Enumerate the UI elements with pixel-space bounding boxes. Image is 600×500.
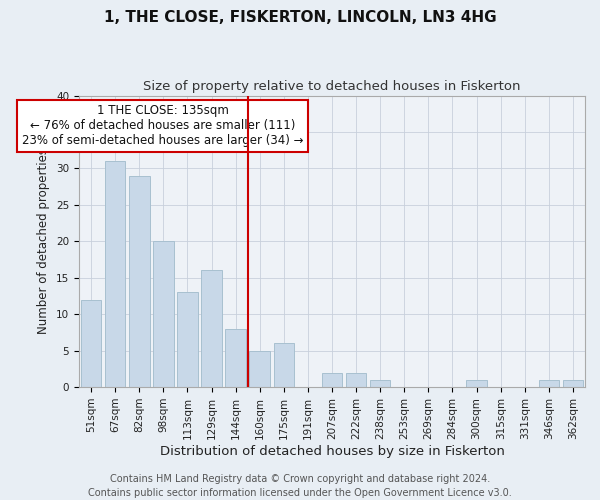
Bar [226,329,246,387]
Bar [274,344,294,387]
Bar [322,372,342,387]
Bar [177,292,197,387]
Y-axis label: Number of detached properties: Number of detached properties [37,148,50,334]
Text: 1 THE CLOSE: 135sqm
← 76% of detached houses are smaller (111)
23% of semi-detac: 1 THE CLOSE: 135sqm ← 76% of detached ho… [22,104,303,148]
Text: Contains HM Land Registry data © Crown copyright and database right 2024.
Contai: Contains HM Land Registry data © Crown c… [88,474,512,498]
Bar [539,380,559,387]
Title: Size of property relative to detached houses in Fiskerton: Size of property relative to detached ho… [143,80,521,93]
Bar [563,380,583,387]
Bar [346,372,367,387]
Bar [202,270,222,387]
Bar [250,350,270,387]
Bar [81,300,101,387]
Text: 1, THE CLOSE, FISKERTON, LINCOLN, LN3 4HG: 1, THE CLOSE, FISKERTON, LINCOLN, LN3 4H… [104,10,496,25]
X-axis label: Distribution of detached houses by size in Fiskerton: Distribution of detached houses by size … [160,444,505,458]
Bar [370,380,391,387]
Bar [466,380,487,387]
Bar [153,242,173,387]
Bar [105,161,125,387]
Bar [129,176,149,387]
